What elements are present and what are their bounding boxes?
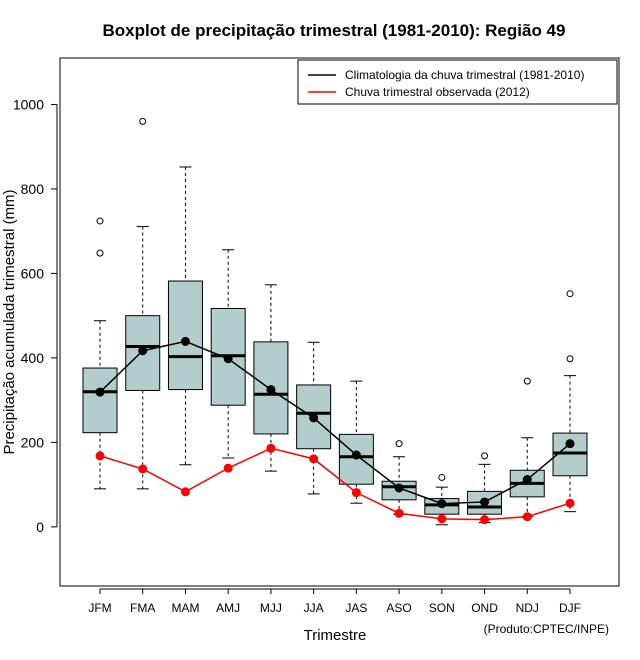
x-tick-label-djf: DJF bbox=[559, 601, 581, 615]
box-aso bbox=[381, 440, 417, 515]
y-tick-label: 200 bbox=[21, 434, 45, 450]
series-point-climatology bbox=[565, 439, 575, 449]
series-point-climatology bbox=[180, 336, 190, 346]
series-point-observed bbox=[266, 443, 276, 453]
series-point-observed bbox=[180, 487, 190, 497]
series-point-observed bbox=[394, 508, 404, 518]
outlier-point bbox=[566, 355, 574, 363]
plot-frame bbox=[59, 57, 620, 587]
y-tick-label: 1000 bbox=[13, 96, 44, 112]
series-line-climatology bbox=[99, 340, 571, 505]
series-point-climatology bbox=[351, 450, 361, 460]
series-point-observed bbox=[309, 454, 319, 464]
box-jfm bbox=[82, 217, 118, 490]
x-tick-label-fma: FMA bbox=[130, 601, 155, 615]
series-point-climatology bbox=[266, 385, 276, 395]
series-point-climatology bbox=[138, 346, 148, 356]
x-tick-label-amj: AMJ bbox=[216, 601, 240, 615]
series-point-observed bbox=[480, 515, 490, 525]
box-djf bbox=[552, 290, 588, 513]
x-tick-label-mam: MAM bbox=[171, 601, 199, 615]
legend: Climatologia da chuva trimestral (1981-2… bbox=[297, 59, 618, 105]
outlier-point bbox=[481, 452, 489, 460]
x-tick-label-jja: JJA bbox=[304, 601, 324, 615]
x-tick-label-son: SON bbox=[429, 601, 455, 615]
y-tick-label: 600 bbox=[21, 265, 45, 281]
credit-note: (Produto:CPTEC/INPE) bbox=[484, 622, 609, 636]
series-point-climatology bbox=[480, 497, 490, 507]
box-mjj bbox=[253, 284, 289, 472]
outlier-point bbox=[139, 117, 147, 125]
series-point-observed bbox=[223, 463, 233, 473]
box-ndj bbox=[509, 377, 545, 518]
series-point-climatology bbox=[309, 413, 319, 423]
outlier-point bbox=[566, 290, 574, 298]
series-point-observed bbox=[522, 512, 532, 522]
series-point-observed bbox=[138, 464, 148, 474]
series-point-observed bbox=[95, 451, 105, 461]
outlier-point bbox=[96, 217, 104, 225]
y-tick-label: 400 bbox=[21, 350, 45, 366]
series-line-observed bbox=[99, 447, 571, 521]
box-ond bbox=[467, 452, 503, 524]
x-tick-label-mjj: MJJ bbox=[260, 601, 282, 615]
series-point-observed bbox=[437, 514, 447, 524]
outlier-point bbox=[96, 249, 104, 257]
series-point-observed bbox=[351, 488, 361, 498]
legend-box bbox=[297, 59, 618, 105]
series-point-climatology bbox=[95, 387, 105, 397]
x-tick-label-aso: ASO bbox=[386, 601, 411, 615]
x-tick-label-ndj: NDJ bbox=[516, 601, 539, 615]
legend-label-observed: Chuva trimestral observada (2012) bbox=[345, 85, 530, 99]
box-body bbox=[296, 384, 332, 450]
y-axis-label: Precipitação acumulada trimestral (mm) bbox=[1, 189, 18, 454]
x-tick-label-jfm: JFM bbox=[88, 601, 111, 615]
outlier-point bbox=[395, 440, 403, 448]
x-axis-label: Trimestre bbox=[304, 627, 367, 644]
chart-title: Boxplot de precipitação trimestral (1981… bbox=[103, 21, 566, 40]
box-body bbox=[167, 280, 203, 391]
x-tick-label-jas: JAS bbox=[345, 601, 367, 615]
series-point-climatology bbox=[394, 483, 404, 493]
series-point-climatology bbox=[437, 499, 447, 509]
outlier-point bbox=[438, 473, 446, 481]
series-point-climatology bbox=[522, 475, 532, 485]
box-fma bbox=[125, 117, 161, 490]
outlier-point bbox=[523, 377, 531, 385]
box-body bbox=[82, 367, 118, 434]
box-jja bbox=[296, 341, 332, 495]
series-point-climatology bbox=[223, 354, 233, 364]
series-point-observed bbox=[565, 498, 575, 508]
legend-label-climatology: Climatologia da chuva trimestral (1981-2… bbox=[345, 68, 584, 82]
x-tick-label-ond: OND bbox=[471, 601, 498, 615]
y-tick-label: 800 bbox=[21, 181, 45, 197]
y-tick-label: 0 bbox=[36, 519, 44, 535]
box-mam bbox=[167, 166, 203, 466]
box-jas bbox=[338, 380, 374, 504]
